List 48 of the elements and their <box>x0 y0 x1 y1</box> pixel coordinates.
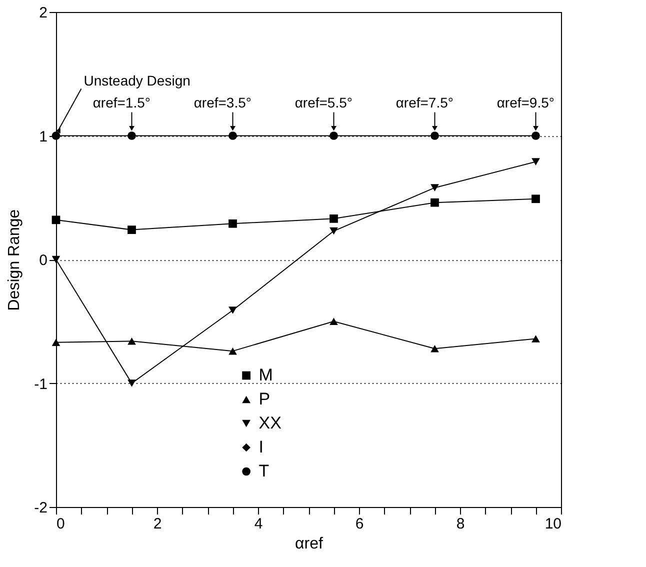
x-tick-label: 6 <box>355 516 364 532</box>
point <box>128 226 136 234</box>
point <box>532 194 540 204</box>
annotation: αref=5.5° <box>294 94 352 111</box>
y-tick-label: 0 <box>39 252 48 269</box>
point <box>330 214 338 223</box>
annotation: αref=1.5° <box>92 94 150 111</box>
point <box>228 219 237 228</box>
x-tick-label: 8 <box>456 516 465 532</box>
point <box>330 132 338 140</box>
point <box>52 132 60 140</box>
x-tick-label: 4 <box>254 516 263 532</box>
point <box>52 216 60 224</box>
annotation: αref=7.5° <box>396 94 454 111</box>
legend-label: XX <box>258 414 282 432</box>
annotation: αref=9.5° <box>496 94 554 111</box>
x-tick-label: 0 <box>56 516 65 532</box>
y-tick-label: 1 <box>39 128 48 146</box>
annotation: αref=3.5° <box>194 94 252 111</box>
point <box>228 132 237 140</box>
legend-label: M <box>258 366 273 384</box>
legend-label: P <box>258 390 270 408</box>
point <box>228 347 237 355</box>
point <box>532 132 540 140</box>
point <box>128 380 136 387</box>
annotation: Unsteady Design <box>84 72 190 88</box>
point <box>128 338 136 345</box>
legend-label: I <box>258 438 264 456</box>
point <box>128 132 136 140</box>
point <box>532 158 540 166</box>
x-tick-label: 10 <box>544 516 562 532</box>
point <box>430 198 439 207</box>
point <box>228 306 237 314</box>
point <box>330 227 338 235</box>
point <box>430 132 439 140</box>
x-tick-label: 2 <box>153 516 162 532</box>
point <box>52 256 60 264</box>
point <box>52 338 60 346</box>
x-axis-title: αref <box>295 536 324 552</box>
point <box>330 318 338 325</box>
point <box>532 335 540 342</box>
legend-label: T <box>258 462 270 480</box>
y-axis-title: Design Range <box>6 209 24 311</box>
y-tick-label: -2 <box>34 500 48 516</box>
point <box>430 184 439 192</box>
y-tick-label: -1 <box>34 376 48 393</box>
y-tick-label: 2 <box>39 4 48 22</box>
point <box>430 344 439 352</box>
